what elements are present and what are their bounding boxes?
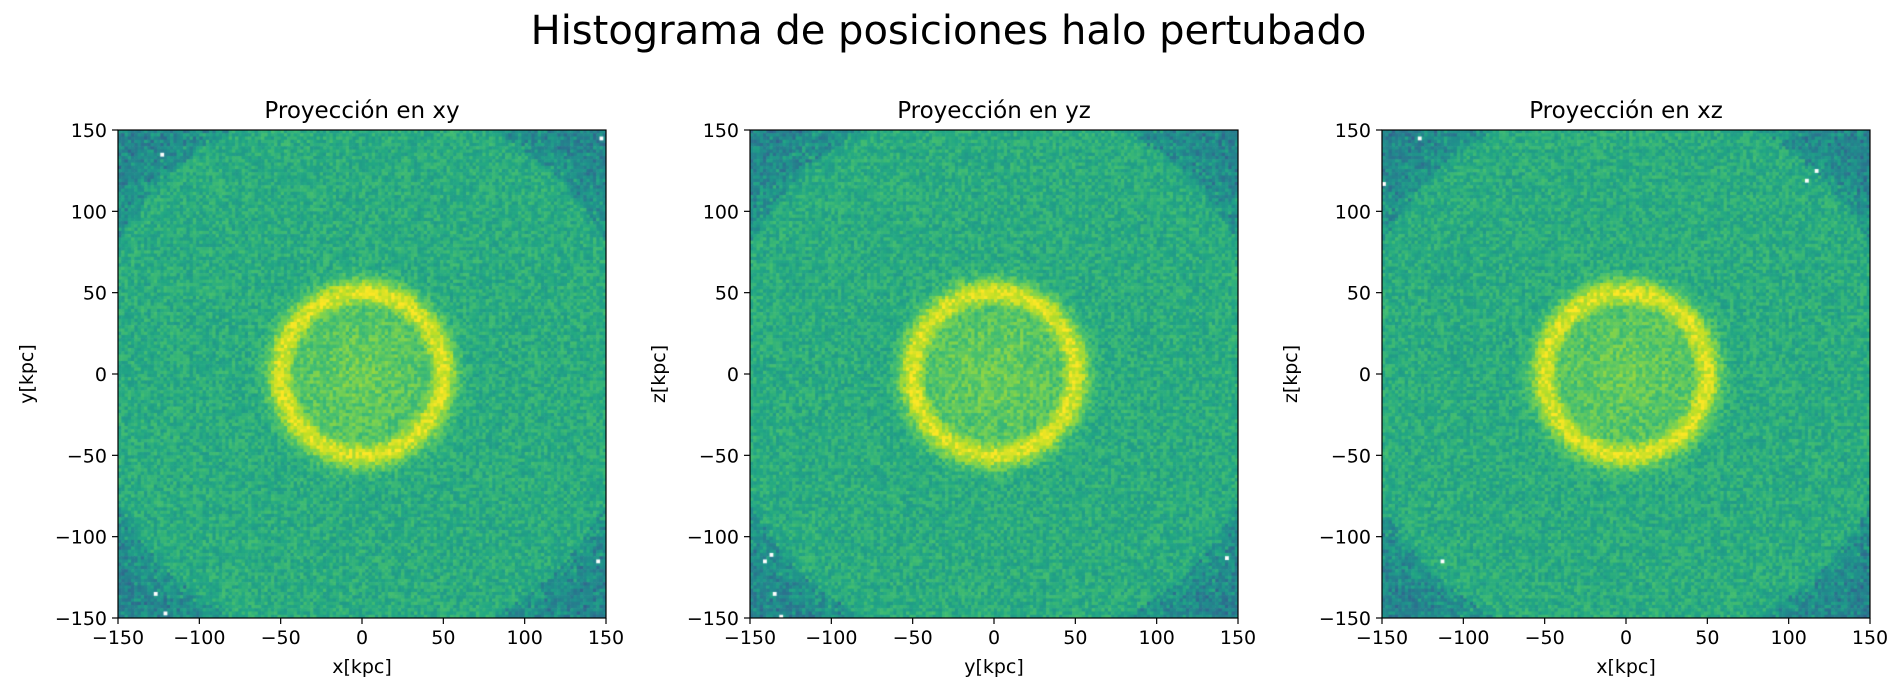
y-tick-label: −150 bbox=[55, 608, 107, 630]
y-tick-label: 50 bbox=[83, 283, 107, 305]
x-tick-label: 50 bbox=[431, 627, 455, 649]
x-tick-label: 100 bbox=[1139, 627, 1175, 649]
x-tick-label: 0 bbox=[1620, 627, 1632, 649]
y-tick-label: 100 bbox=[71, 201, 107, 223]
x-tick-label: 100 bbox=[1771, 627, 1807, 649]
x-tick-label: 100 bbox=[507, 627, 543, 649]
y-axis-label: y[kpc] bbox=[16, 344, 38, 404]
x-axis-label: x[kpc] bbox=[1596, 656, 1656, 678]
y-tick-label: 0 bbox=[95, 364, 107, 386]
y-tick-label: −50 bbox=[1331, 445, 1371, 467]
x-tick-label: −50 bbox=[1525, 627, 1565, 649]
y-tick-label: −50 bbox=[67, 445, 107, 467]
x-tick-label: 150 bbox=[1852, 627, 1888, 649]
panel-title: Proyección en xz bbox=[1529, 98, 1723, 124]
y-tick-label: 100 bbox=[703, 201, 739, 223]
heatmap-image bbox=[118, 130, 606, 618]
x-tick-label: −100 bbox=[173, 627, 225, 649]
y-tick-label: 150 bbox=[703, 120, 739, 142]
x-axis-label: y[kpc] bbox=[964, 656, 1024, 678]
panel-title: Proyección en yz bbox=[897, 98, 1091, 124]
x-tick-label: −100 bbox=[1437, 627, 1489, 649]
y-tick-label: −50 bbox=[699, 445, 739, 467]
y-tick-label: 0 bbox=[1359, 364, 1371, 386]
panel-3: −150 −100 −50 0 50 100 150 −150 −100 −50 0 50 100 150… bbox=[1280, 98, 1888, 678]
panel-2: −150 −100 −50 0 50 100 150 −150 −100 −50 0 50 100 150… bbox=[648, 98, 1256, 678]
heatmap-image bbox=[750, 130, 1238, 618]
heatmap-image bbox=[1382, 130, 1870, 618]
y-tick-label: 100 bbox=[1335, 201, 1371, 223]
x-tick-label: −150 bbox=[724, 627, 776, 649]
y-tick-label: 50 bbox=[715, 283, 739, 305]
y-tick-label: −150 bbox=[687, 608, 739, 630]
x-tick-label: 50 bbox=[1063, 627, 1087, 649]
x-tick-label: −50 bbox=[261, 627, 301, 649]
x-tick-label: 150 bbox=[588, 627, 624, 649]
x-tick-label: −150 bbox=[92, 627, 144, 649]
panel-title: Proyección en xy bbox=[264, 98, 459, 124]
y-tick-label: −100 bbox=[687, 527, 739, 549]
y-tick-label: 150 bbox=[71, 120, 107, 142]
x-axis-label: x[kpc] bbox=[332, 656, 392, 678]
y-tick-label: −150 bbox=[1319, 608, 1371, 630]
y-tick-label: 50 bbox=[1347, 283, 1371, 305]
x-tick-label: 0 bbox=[988, 627, 1000, 649]
x-tick-label: 50 bbox=[1695, 627, 1719, 649]
x-tick-label: 0 bbox=[356, 627, 368, 649]
y-axis-label: z[kpc] bbox=[648, 345, 670, 403]
y-tick-label: 150 bbox=[1335, 120, 1371, 142]
y-tick-label: −100 bbox=[1319, 527, 1371, 549]
y-tick-label: −100 bbox=[55, 527, 107, 549]
x-tick-label: −50 bbox=[893, 627, 933, 649]
panel-1: −150 −100 −50 0 50 100 150 −150 −100 −50 0 50 100 150… bbox=[16, 98, 624, 678]
y-axis-label: z[kpc] bbox=[1280, 345, 1302, 403]
x-tick-label: 150 bbox=[1220, 627, 1256, 649]
x-tick-label: −100 bbox=[805, 627, 857, 649]
figure-suptitle: Histograma de posiciones halo pertubado bbox=[530, 8, 1367, 54]
y-tick-label: 0 bbox=[727, 364, 739, 386]
x-tick-label: −150 bbox=[1356, 627, 1408, 649]
